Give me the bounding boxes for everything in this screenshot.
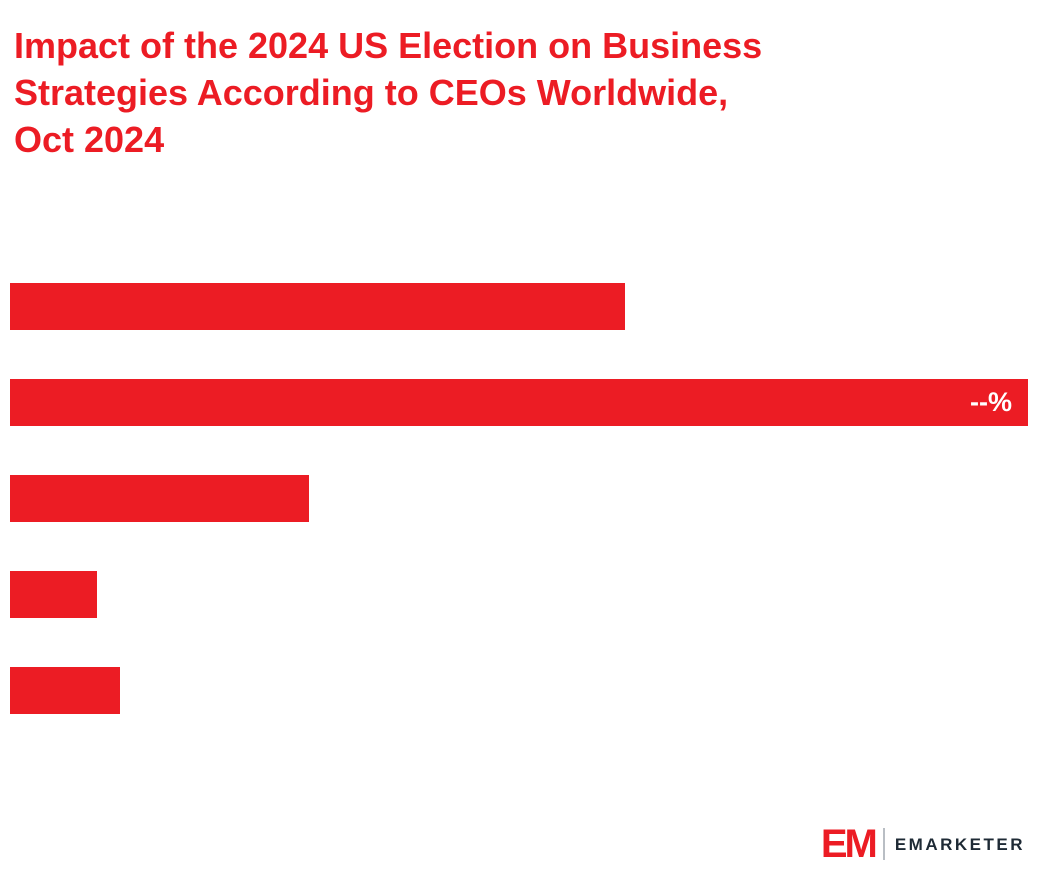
bar-row (10, 571, 1028, 618)
bar (10, 283, 625, 330)
chart-title: Impact of the 2024 US Election on Busine… (14, 25, 763, 160)
bar-row (10, 667, 1028, 714)
bar (10, 475, 310, 522)
bar-row (10, 475, 1028, 522)
logo-divider (882, 828, 885, 860)
bar (10, 571, 97, 618)
bar (10, 667, 120, 714)
bar-chart: --% (10, 283, 1028, 763)
emarketer-logo: EM EMARKETER (821, 824, 1025, 864)
bar-row: --% (10, 379, 1028, 426)
bar-row (10, 283, 1028, 330)
emarketer-wordmark: EMARKETER (894, 834, 1025, 854)
emarketer-logo-mark-icon: EM (820, 822, 878, 866)
bar-value-label: --% (970, 387, 1012, 417)
bar: --% (10, 379, 1028, 426)
